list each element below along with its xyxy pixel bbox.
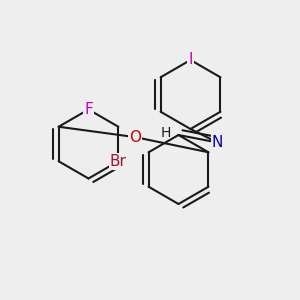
Text: Br: Br — [110, 154, 127, 169]
Text: N: N — [212, 135, 223, 150]
Text: H: H — [161, 127, 171, 140]
Text: I: I — [188, 52, 193, 68]
Text: O: O — [129, 130, 141, 145]
Text: F: F — [84, 102, 93, 117]
